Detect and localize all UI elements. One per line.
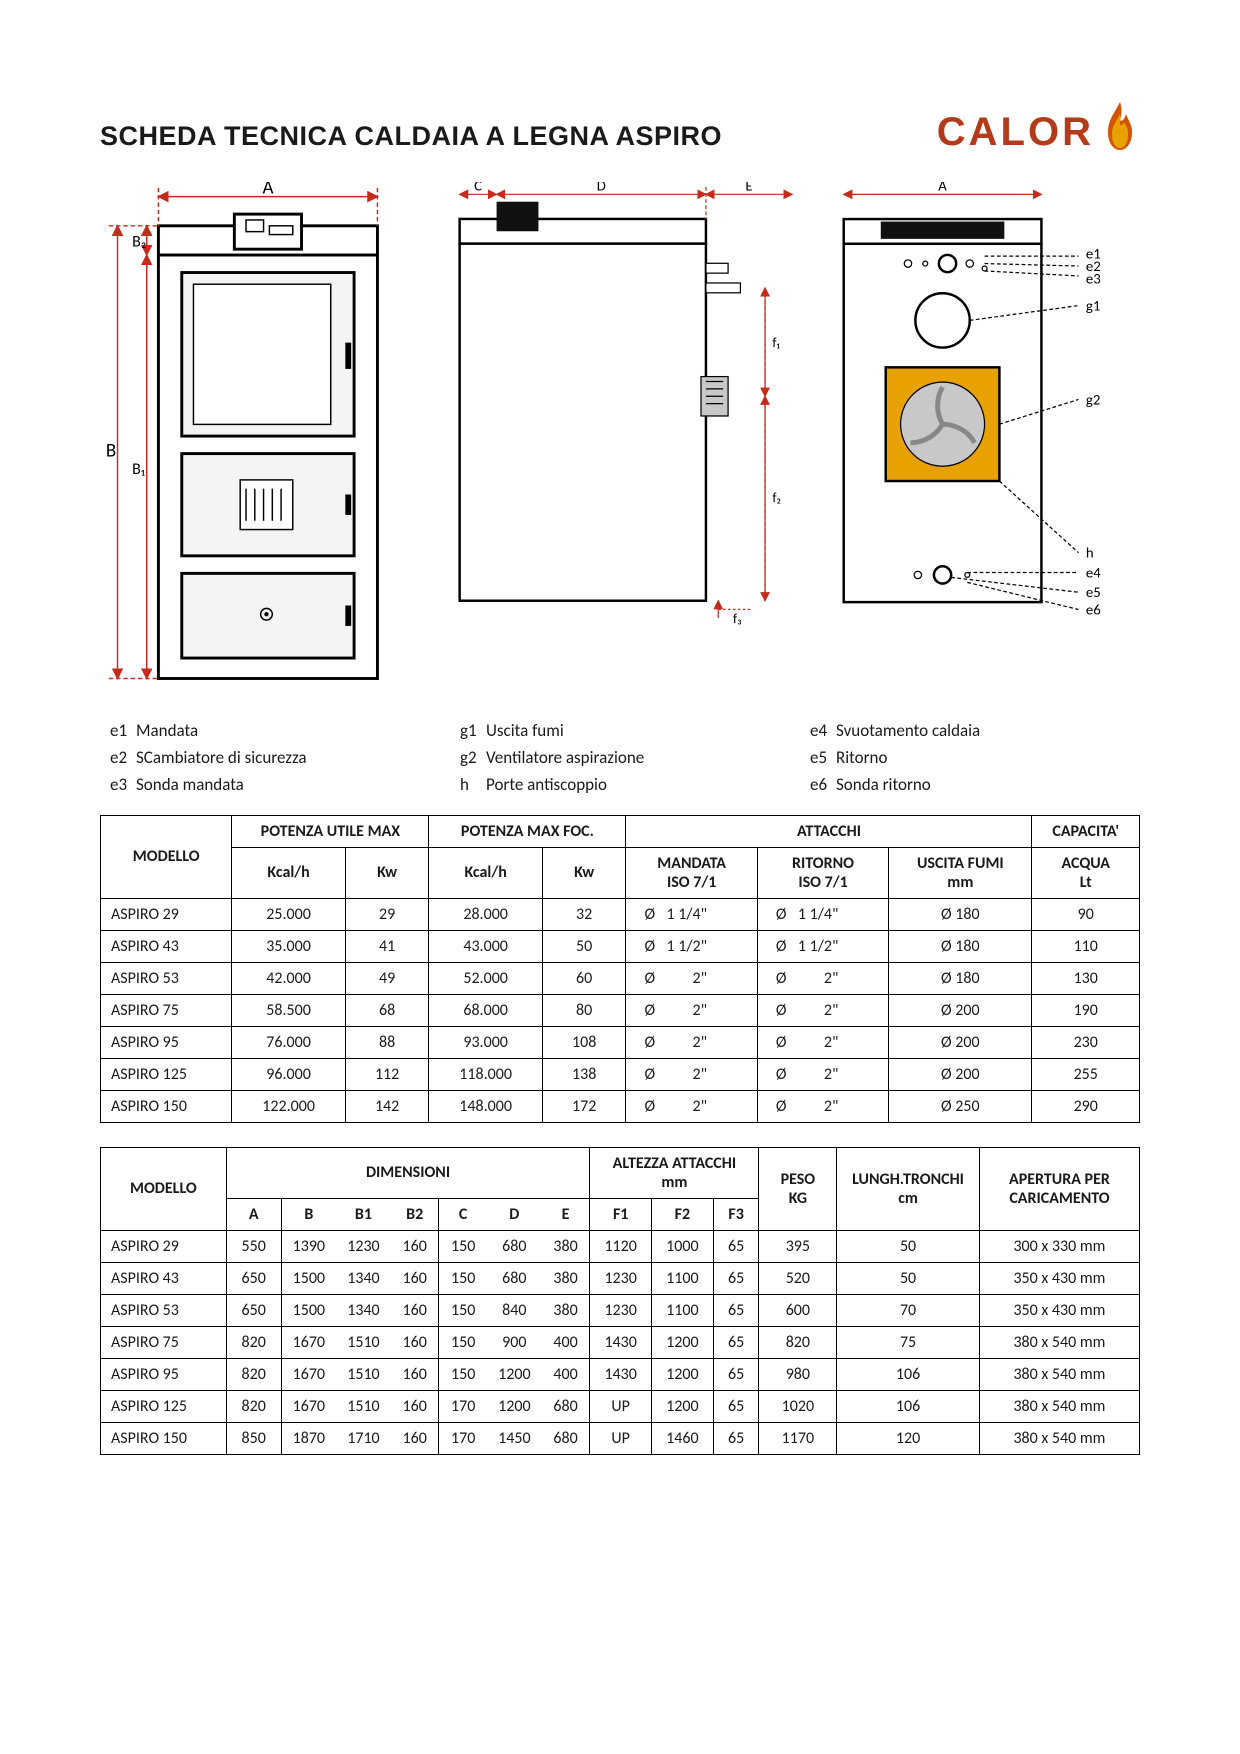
brand-name: CALOR xyxy=(937,112,1094,152)
page: SCHEDA TECNICA CALDAIA A LEGNA ASPIRO CA… xyxy=(0,0,1240,1754)
t1-sh-kw1: Kw xyxy=(345,847,429,898)
t1-h-pfoc: POTENZA MAX FOC. xyxy=(429,815,626,847)
table-row: ASPIRO 295501390123016015068038011201000… xyxy=(101,1230,1140,1262)
dim-A: A xyxy=(262,182,273,200)
diagram-front: A B B₁ B₂ xyxy=(100,182,421,708)
t2-sh-D: D xyxy=(487,1198,542,1230)
legend-h: hPorte antiscoppio xyxy=(460,774,790,795)
dim-A-rear: A xyxy=(938,182,947,195)
table-power: MODELLO POTENZA UTILE MAX POTENZA MAX FO… xyxy=(100,815,1140,1123)
dim-E: E xyxy=(746,182,753,195)
t2-h-model: MODELLO xyxy=(101,1147,227,1230)
t2-sh-F3: F3 xyxy=(713,1198,759,1230)
lbl-e5: e5 xyxy=(1086,583,1101,601)
legend-e2: e2SCambiatore di sicurezza xyxy=(110,747,440,768)
header: SCHEDA TECNICA CALDAIA A LEGNA ASPIRO CA… xyxy=(100,100,1140,152)
table-row: ASPIRO 12596.000112118.000138Ø2"Ø2"Ø 200… xyxy=(101,1058,1140,1090)
table-row: ASPIRO 436501500134016015068038012301100… xyxy=(101,1262,1140,1294)
table-row: ASPIRO 9576.0008893.000108Ø2"Ø2"Ø 200230 xyxy=(101,1026,1140,1058)
diagram-row: A B B₁ B₂ xyxy=(100,182,1140,708)
t2-sh-B1: B1 xyxy=(336,1198,391,1230)
table-row: ASPIRO 958201670151016015012004001430120… xyxy=(101,1358,1140,1390)
t1-h-model: MODELLO xyxy=(101,815,232,898)
t2-sh-F2: F2 xyxy=(652,1198,714,1230)
t1-sh-kw2: Kw xyxy=(542,847,626,898)
brand-logo: CALOR xyxy=(937,100,1140,152)
lbl-e6: e6 xyxy=(1086,600,1101,618)
table-row: ASPIRO 7558.5006868.00080Ø2"Ø2"Ø 200190 xyxy=(101,994,1140,1026)
dim-B: B xyxy=(106,440,116,463)
t1-h-cap: CAPACITA' xyxy=(1032,815,1140,847)
page-title: SCHEDA TECNICA CALDAIA A LEGNA ASPIRO xyxy=(100,121,722,152)
t2-sh-B2: B2 xyxy=(391,1198,439,1230)
legend-e4: e4Svuotamento caldaia xyxy=(810,720,1140,741)
t2-sh-C: C xyxy=(439,1198,487,1230)
diagram-rear: e1 e2 e3 g1 g2 h e4 e5 e6 A xyxy=(819,182,1140,708)
t1-sh-kcal2: Kcal/h xyxy=(429,847,542,898)
lbl-g2: g2 xyxy=(1086,390,1100,408)
dim-D: D xyxy=(597,182,606,195)
diagram-side: C D E f₁ f₂ f₃ xyxy=(435,182,804,708)
dim-f2: f₂ xyxy=(773,489,782,506)
t2-h-dim: DIMENSIONI xyxy=(226,1147,590,1198)
t1-h-att: ATTACCHI xyxy=(626,815,1032,847)
t2-h-alt: ALTEZZA ATTACCHImm xyxy=(590,1147,759,1198)
lbl-h: h xyxy=(1086,544,1094,562)
t2-sh-F1: F1 xyxy=(590,1198,652,1230)
dim-B2: B₂ xyxy=(132,232,146,251)
lbl-g1: g1 xyxy=(1086,297,1100,315)
dim-C: C xyxy=(474,182,482,195)
t1-sh-fumi: USCITA FUMImm xyxy=(889,847,1032,898)
table-dimensions: MODELLO DIMENSIONI ALTEZZA ATTACCHImm PE… xyxy=(100,1147,1140,1455)
lbl-e4: e4 xyxy=(1086,563,1101,581)
dim-B1: B₁ xyxy=(132,460,145,479)
t2-h-tron: LUNGH.TRONCHIcm xyxy=(837,1147,980,1230)
t1-sh-acqua: ACQUALt xyxy=(1032,847,1140,898)
t2-h-peso: PESOKG xyxy=(759,1147,837,1230)
table-row: ASPIRO 536501500134016015084038012301100… xyxy=(101,1294,1140,1326)
dim-f3: f₃ xyxy=(733,610,742,625)
table-row: ASPIRO 5342.0004952.00060Ø2"Ø2"Ø 180130 xyxy=(101,962,1140,994)
dim-f1: f₁ xyxy=(773,334,781,351)
t2-sh-A: A xyxy=(226,1198,281,1230)
legend-e3: e3Sonda mandata xyxy=(110,774,440,795)
t1-sh-ritorno: RITORNOISO 7/1 xyxy=(757,847,888,898)
legend-g2: g2Ventilatore aspirazione xyxy=(460,747,790,768)
table-row: ASPIRO 4335.0004143.00050Ø1 1/2"Ø1 1/2"Ø… xyxy=(101,930,1140,962)
t1-sh-kcal1: Kcal/h xyxy=(232,847,345,898)
t2-h-aper: APERTURA PERCARICAMENTO xyxy=(979,1147,1139,1230)
t1-sh-mandata: MANDATAISO 7/1 xyxy=(626,847,757,898)
legend: e1Mandata g1Uscita fumi e4Svuotamento ca… xyxy=(110,720,1140,795)
table-row: ASPIRO 150122.000142148.000172Ø2"Ø2"Ø 25… xyxy=(101,1090,1140,1122)
t2-sh-B: B xyxy=(281,1198,336,1230)
t1-h-putile: POTENZA UTILE MAX xyxy=(232,815,429,847)
legend-e5: e5Ritorno xyxy=(810,747,1140,768)
table-row: ASPIRO 150850187017101601701450680UP1460… xyxy=(101,1422,1140,1454)
legend-e1: e1Mandata xyxy=(110,720,440,741)
lbl-e3: e3 xyxy=(1086,269,1101,287)
table-row: ASPIRO 2925.0002928.00032Ø1 1/4"Ø1 1/4"Ø… xyxy=(101,898,1140,930)
legend-e6: e6Sonda ritorno xyxy=(810,774,1140,795)
table-row: ASPIRO 125820167015101601701200680UP1200… xyxy=(101,1390,1140,1422)
flame-icon xyxy=(1100,100,1140,152)
table-row: ASPIRO 758201670151016015090040014301200… xyxy=(101,1326,1140,1358)
legend-g1: g1Uscita fumi xyxy=(460,720,790,741)
t2-sh-E: E xyxy=(542,1198,590,1230)
